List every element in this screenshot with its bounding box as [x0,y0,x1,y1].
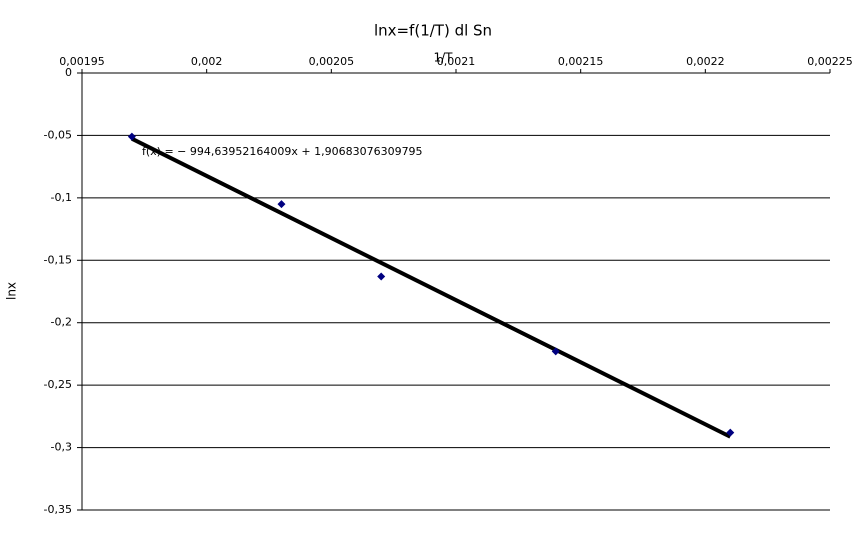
y-tick-label: -0,15 [44,253,72,266]
x-tick-label: 0,0021 [437,55,476,68]
y-tick-label: -0,35 [44,503,72,516]
trendline-equation: f(x) = − 994,63952164009x + 1,9068307630… [142,145,423,158]
x-tick-label: 0,00215 [558,55,604,68]
y-tick-label: -0,25 [44,378,72,391]
y-tick-label: -0,1 [51,191,72,204]
x-axis-title: 1/T [433,51,453,65]
x-tick-label: 0,0022 [686,55,725,68]
data-point [277,200,286,209]
trendline [130,136,732,439]
data-point [551,347,560,356]
y-tick-label: -0,3 [51,441,72,454]
y-tick-label: -0,2 [51,316,72,329]
x-tick-label: 0,002 [191,55,223,68]
data-point [377,272,386,281]
data-point [127,132,136,141]
chart-title: lnx=f(1/T) dl Sn [374,22,492,40]
x-tick-label: 0,00225 [807,55,853,68]
y-tick-label: -0,05 [44,128,72,141]
y-axis-title: lnx [5,282,19,300]
x-tick-label: 0,00205 [309,55,355,68]
y-tick-label: 0 [65,66,72,79]
data-point [726,428,735,437]
x-tick-label: 0,00195 [59,55,105,68]
